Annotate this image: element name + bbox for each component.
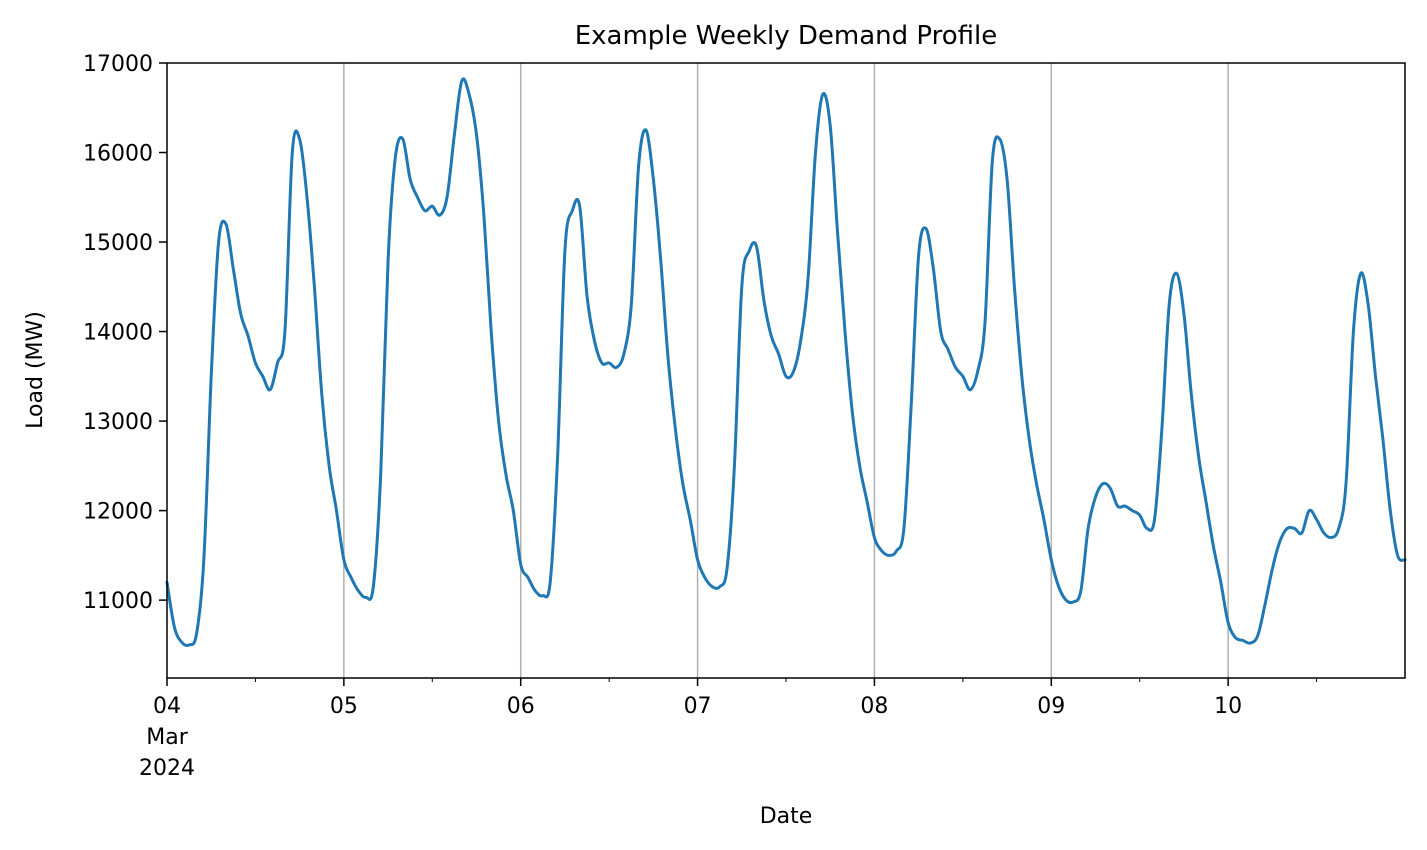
series-line [165, 77, 1407, 647]
x-tick-label: 09 [1037, 694, 1065, 719]
y-tick-label: 11000 [83, 589, 153, 614]
y-tick-label: 16000 [83, 142, 153, 167]
x-tick-label: 07 [684, 694, 712, 719]
y-tick-label: 15000 [83, 231, 153, 256]
y-axis: 11000 12000 13000 14000 15000 16000 17000 [83, 52, 167, 614]
y-axis-label: Load (MW) [23, 311, 48, 429]
x-tick-label: 05 [330, 694, 358, 719]
x-axis-label: Date [760, 804, 813, 829]
y-tick-label: 17000 [83, 52, 153, 77]
x-gridlines [343, 63, 1229, 678]
plot-frame [166, 62, 1406, 679]
x-axis: 04 Mar 2024 05 06 07 08 09 10 [139, 678, 1318, 781]
x-tick-label: 04 Mar 2024 [139, 694, 195, 781]
y-tick-label: 14000 [83, 321, 153, 346]
chart-title: Example Weekly Demand Profile [575, 21, 998, 51]
y-tick-label: 13000 [83, 410, 153, 435]
x-tick-label: 10 [1214, 694, 1242, 719]
x-tick-label: 08 [860, 694, 888, 719]
y-tick-label: 12000 [83, 500, 153, 525]
x-tick-label: 06 [507, 694, 535, 719]
